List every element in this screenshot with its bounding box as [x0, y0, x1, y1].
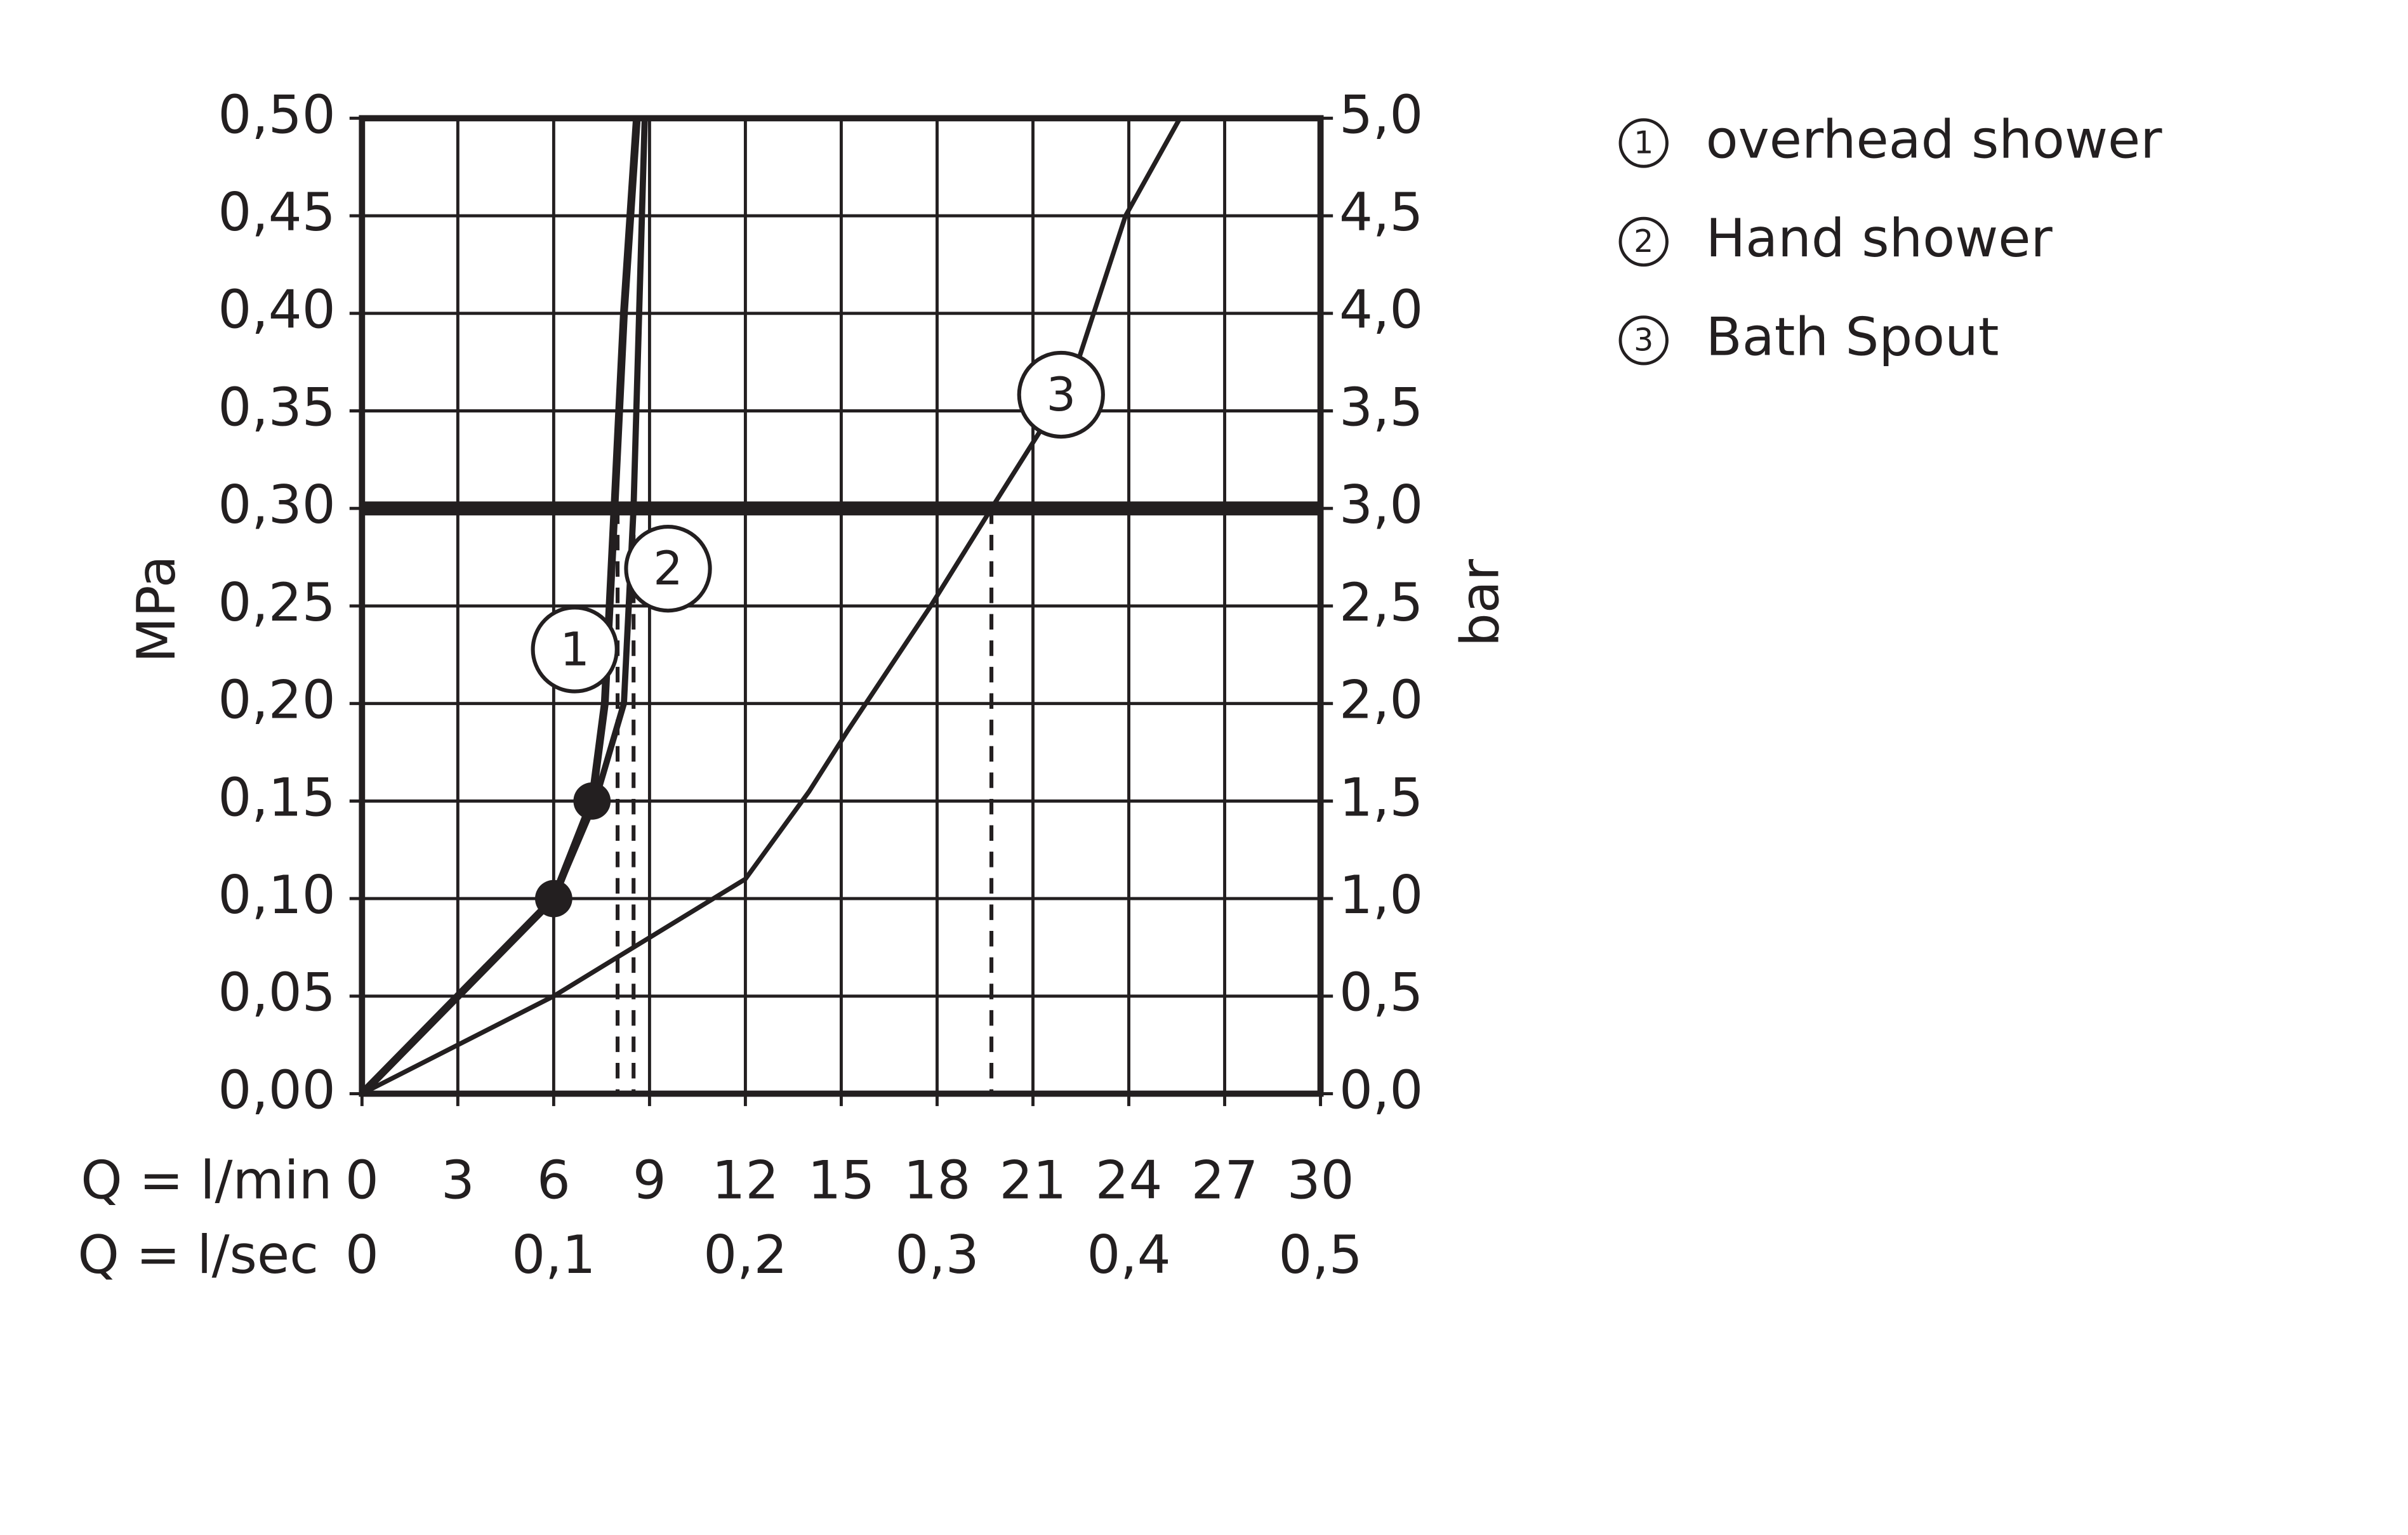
y-tick-label: 0,45: [218, 181, 335, 243]
x2-tick-label: 0,5: [1278, 1224, 1362, 1286]
y-tick-label: 0,35: [218, 376, 335, 438]
x2-tick-label: 0,3: [895, 1224, 979, 1286]
y2-tick-label: 0,0: [1339, 1059, 1423, 1121]
y-tick-label: 0,50: [218, 84, 335, 145]
legend-badge: [1618, 118, 1669, 168]
x-tick-label: 15: [807, 1149, 875, 1211]
x2-tick-label: 0,4: [1087, 1224, 1170, 1286]
y-tick-label: 0,40: [218, 279, 335, 341]
y2-tick-label: 2,5: [1339, 572, 1423, 633]
legend-badge: [1618, 216, 1669, 267]
y-tick-label: 0,00: [218, 1059, 335, 1121]
curve-label: 2: [653, 542, 683, 596]
y2-tick-label: 0,5: [1339, 962, 1423, 1024]
x2-axis-label: Q = l/sec: [77, 1224, 319, 1286]
curve-label-badge: [531, 605, 619, 694]
legend-label: Bath Spout: [1706, 306, 1999, 367]
x-tick-label: 12: [711, 1149, 779, 1211]
y-tick-label: 0,05: [218, 962, 335, 1024]
y2-tick-label: 5,0: [1339, 84, 1423, 145]
x-tick-label: 3: [441, 1149, 475, 1211]
legend-number: 1: [1634, 124, 1653, 161]
y-tick-label: 0,10: [218, 864, 335, 926]
x-tick-label: 6: [537, 1149, 571, 1211]
x-tick-label: 0: [345, 1149, 379, 1211]
y2-tick-label: 1,0: [1339, 864, 1423, 926]
y-axis-label: MPa: [126, 555, 187, 662]
series-line: [361, 117, 1182, 1096]
plot-frame: [359, 115, 1324, 1097]
x-tick-label: 21: [1000, 1149, 1067, 1211]
x2-tick-label: 0: [345, 1224, 379, 1286]
y2-tick-label: 4,5: [1339, 181, 1423, 243]
x-tick-label: 24: [1095, 1149, 1163, 1211]
legend-label: Hand shower: [1706, 208, 2053, 269]
x2-tick-label: 0,2: [703, 1224, 787, 1286]
data-point: [573, 782, 611, 820]
y2-tick-label: 4,0: [1339, 279, 1423, 341]
y-tick-label: 0,25: [218, 572, 335, 633]
y-tick-label: 0,20: [218, 669, 335, 731]
curve-label-badge: [624, 525, 712, 613]
legend-number: 2: [1634, 223, 1653, 260]
y2-tick-label: 2,0: [1339, 669, 1423, 731]
curve-label: 3: [1046, 368, 1076, 422]
y2-axis-label: bar: [1450, 558, 1511, 647]
curve-label: 1: [560, 623, 590, 676]
x2-tick-label: 0,1: [512, 1224, 595, 1286]
y-tick-label: 0,30: [218, 474, 335, 536]
legend-number: 3: [1634, 322, 1653, 358]
legend-badge: [1618, 315, 1669, 366]
x-axis-label: Q = l/min: [81, 1149, 332, 1211]
legend-label: overhead shower: [1706, 109, 2163, 170]
data-point: [535, 879, 572, 918]
x-tick-label: 9: [633, 1149, 666, 1211]
x-tick-label: 30: [1287, 1149, 1354, 1211]
y2-tick-label: 1,5: [1339, 767, 1423, 828]
y2-tick-label: 3,5: [1339, 376, 1423, 438]
y-tick-label: 0,15: [218, 767, 335, 828]
curve-label-badge: [1017, 350, 1105, 439]
x-tick-label: 27: [1191, 1149, 1259, 1211]
y2-tick-label: 3,0: [1339, 474, 1423, 536]
x-tick-label: 18: [904, 1149, 971, 1211]
